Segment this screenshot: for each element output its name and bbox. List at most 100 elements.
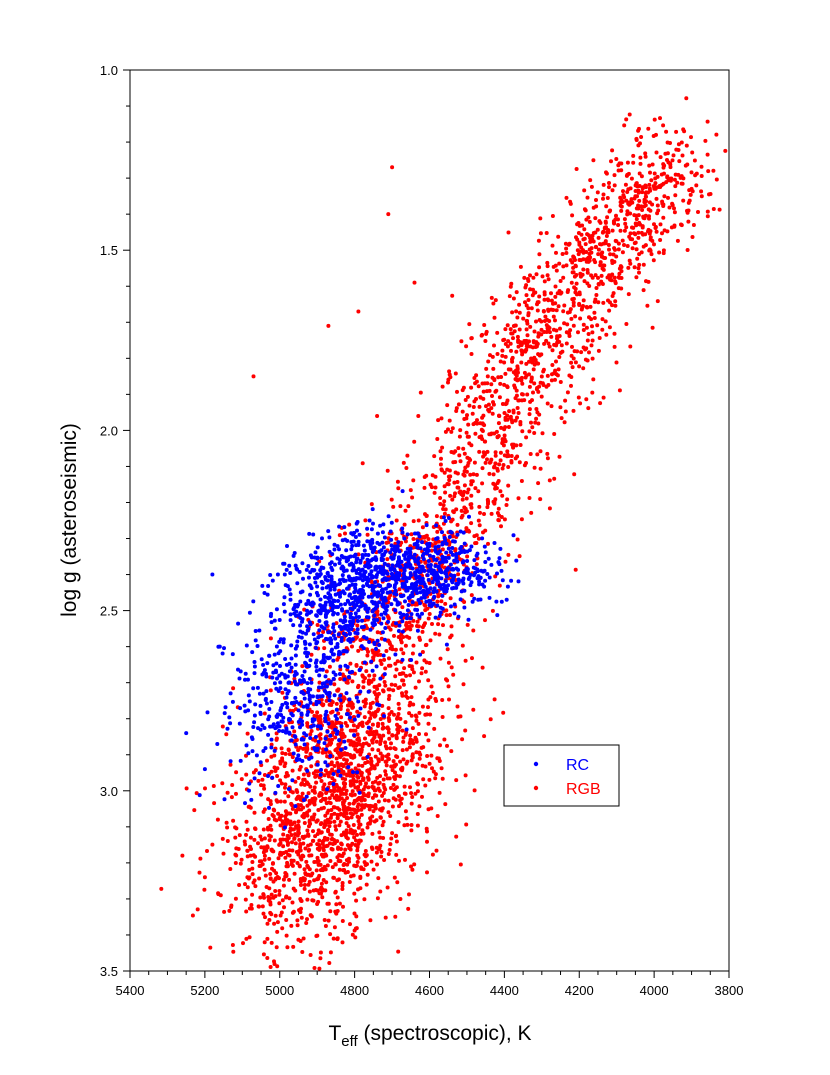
rc-point	[292, 679, 297, 684]
rc-point	[280, 729, 285, 734]
rc-point	[252, 664, 257, 669]
rc-point	[347, 562, 352, 567]
rgb-point	[273, 889, 278, 894]
rgb-point	[612, 275, 617, 280]
rc-point	[422, 595, 427, 600]
rgb-point	[302, 886, 307, 891]
rc-point	[269, 620, 274, 625]
rgb-point	[415, 602, 419, 607]
rgb-point	[570, 344, 574, 349]
rgb-point	[328, 742, 333, 747]
rc-point	[444, 550, 449, 555]
rgb-point	[541, 367, 546, 372]
rc-point	[396, 540, 401, 545]
rc-point	[349, 626, 354, 631]
rgb-point	[654, 132, 658, 137]
rc-point	[337, 582, 341, 587]
rgb-point	[427, 761, 432, 766]
rgb-point	[409, 695, 414, 700]
rgb-point	[379, 736, 384, 741]
rgb-point	[672, 177, 677, 182]
rgb-point	[393, 746, 398, 751]
rc-point	[373, 567, 378, 572]
rc-point	[346, 765, 351, 770]
rc-point	[378, 523, 383, 528]
rgb-point	[469, 593, 474, 598]
rc-point	[291, 751, 296, 756]
rgb-point	[370, 722, 375, 727]
rgb-point	[676, 142, 681, 147]
rgb-point	[256, 778, 261, 783]
rgb-point	[427, 612, 432, 617]
rgb-point	[267, 856, 272, 861]
rc-point	[304, 650, 309, 655]
rgb-point	[571, 303, 576, 308]
rc-point	[253, 628, 258, 633]
rgb-point	[198, 856, 203, 861]
rc-point	[345, 624, 350, 629]
rc-point	[354, 560, 359, 565]
rgb-point	[584, 397, 589, 402]
rgb-point	[538, 380, 543, 385]
rc-point	[460, 560, 465, 565]
rgb-point	[581, 366, 586, 371]
rgb-point	[307, 879, 312, 884]
rgb-point	[506, 453, 511, 458]
rgb-point	[604, 225, 608, 230]
rc-point	[443, 519, 448, 524]
rgb-point	[342, 771, 346, 776]
rgb-point	[487, 471, 492, 476]
rc-point	[360, 601, 365, 606]
rc-point	[287, 587, 292, 592]
rgb-point	[202, 887, 207, 892]
rc-point	[325, 570, 330, 575]
rgb-point	[290, 848, 295, 853]
rc-point	[424, 592, 429, 597]
rgb-point	[672, 223, 677, 228]
rgb-point	[361, 685, 366, 690]
rgb-point	[628, 261, 633, 266]
rgb-point	[401, 460, 406, 465]
rc-point	[395, 602, 400, 607]
rgb-point	[337, 877, 341, 882]
rgb-point	[159, 886, 164, 891]
rgb-point	[261, 892, 266, 897]
rgb-point	[653, 225, 658, 230]
rgb-point	[495, 468, 500, 473]
rgb-point	[643, 243, 648, 248]
rc-point	[348, 619, 352, 624]
rgb-point	[628, 211, 633, 216]
rgb-point	[351, 823, 356, 828]
rgb-point	[372, 766, 377, 771]
rgb-point	[567, 334, 572, 338]
rgb-point	[466, 434, 471, 439]
rc-point	[427, 553, 432, 558]
rgb-point	[319, 881, 324, 886]
rc-point	[323, 674, 328, 679]
rc-point	[334, 731, 339, 736]
rgb-point	[326, 901, 331, 906]
rc-point	[288, 612, 293, 617]
rc-point	[329, 584, 333, 589]
rgb-point	[340, 918, 345, 923]
rgb-point	[636, 266, 641, 271]
rgb-point	[419, 671, 424, 676]
rc-point	[448, 562, 453, 567]
rgb-point	[315, 855, 320, 860]
rc-point	[228, 691, 233, 696]
rgb-point	[343, 847, 348, 852]
rc-point	[308, 736, 313, 741]
rgb-point	[388, 646, 393, 651]
rgb-point	[318, 950, 323, 955]
rgb-point	[344, 828, 349, 833]
rgb-point	[359, 771, 364, 776]
rgb-point	[549, 307, 554, 312]
rgb-point	[393, 914, 398, 919]
rc-point	[418, 652, 423, 657]
rgb-point	[387, 776, 392, 781]
rgb-point	[250, 859, 255, 864]
rgb-point	[599, 273, 604, 278]
rc-point	[288, 571, 293, 576]
rgb-point	[330, 865, 335, 870]
rgb-point	[665, 157, 669, 162]
